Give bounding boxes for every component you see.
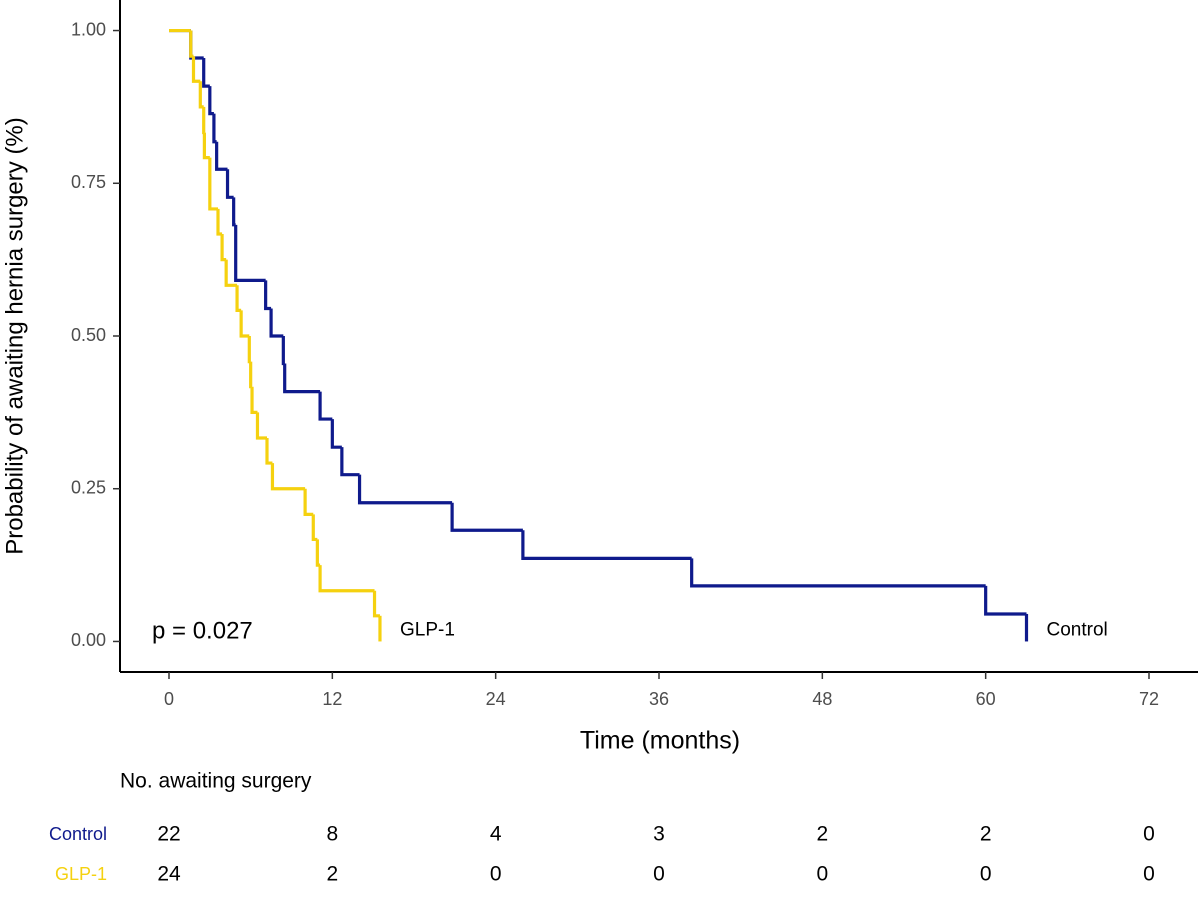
survival-step bbox=[225, 169, 234, 199]
survival-step bbox=[318, 391, 333, 421]
risk-count: 0 bbox=[980, 863, 992, 886]
risk-count: 2 bbox=[816, 823, 828, 846]
risk-table-title: No. awaiting surgery bbox=[120, 770, 312, 793]
survival-step bbox=[450, 502, 523, 532]
survival-step bbox=[372, 590, 380, 618]
x-tick-label: 24 bbox=[486, 689, 506, 709]
survival-step bbox=[189, 30, 194, 58]
survival-step bbox=[189, 30, 204, 60]
survival-step bbox=[202, 106, 206, 135]
risk-count: 2 bbox=[326, 863, 338, 886]
survival-step bbox=[315, 539, 321, 567]
x-axis-title: Time (months) bbox=[580, 727, 740, 755]
x-tick-label: 72 bbox=[1139, 689, 1159, 709]
x-tick-label: 0 bbox=[164, 689, 174, 709]
survival-step bbox=[265, 438, 273, 465]
risk-count: 0 bbox=[490, 863, 502, 886]
survival-step bbox=[340, 447, 360, 477]
survival-step bbox=[690, 558, 986, 588]
survival-step bbox=[521, 530, 692, 560]
survival-step bbox=[984, 585, 1027, 616]
risk-count: 0 bbox=[1143, 823, 1155, 846]
p-value: p = 0.027 bbox=[152, 617, 253, 644]
survival-step bbox=[303, 488, 314, 516]
y-tick-label: 1.00 bbox=[71, 19, 106, 39]
survival-step bbox=[357, 474, 453, 505]
risk-count: 8 bbox=[326, 823, 338, 846]
survival-step bbox=[220, 233, 227, 262]
risk-count: 22 bbox=[157, 823, 180, 846]
series-label: Control bbox=[1047, 619, 1108, 640]
series-label: GLP-1 bbox=[400, 619, 455, 640]
survival-step bbox=[224, 259, 238, 287]
survival-step bbox=[216, 208, 223, 236]
survival-step bbox=[234, 224, 266, 283]
risk-row-label: Control bbox=[49, 824, 107, 844]
y-tick-label: 0.50 bbox=[71, 325, 106, 345]
survival-step bbox=[330, 419, 342, 449]
survival-step bbox=[208, 157, 218, 211]
survival-step bbox=[270, 463, 306, 491]
survival-step bbox=[311, 514, 318, 542]
survival-step bbox=[281, 336, 285, 366]
x-tick-label: 60 bbox=[976, 689, 996, 709]
survival-step bbox=[191, 56, 201, 83]
survival-step bbox=[255, 412, 267, 440]
survival-step bbox=[247, 336, 251, 364]
survival-step bbox=[264, 280, 272, 311]
risk-count: 4 bbox=[490, 823, 502, 846]
survival-step bbox=[249, 361, 253, 389]
survival-step bbox=[198, 81, 204, 109]
survival-step bbox=[318, 565, 375, 593]
survival-step bbox=[202, 132, 210, 160]
survival-step bbox=[232, 197, 236, 227]
y-axis-title: Probability of awaiting hernia surgery (… bbox=[1, 117, 28, 555]
survival-step bbox=[269, 308, 284, 338]
survival-step bbox=[250, 386, 258, 414]
survival-step bbox=[202, 58, 210, 88]
risk-count: 0 bbox=[653, 863, 665, 886]
survival-step bbox=[212, 113, 217, 144]
risk-count: 3 bbox=[653, 823, 665, 846]
x-tick-label: 12 bbox=[322, 689, 342, 709]
survival-step bbox=[239, 310, 250, 338]
survival-step bbox=[283, 363, 321, 394]
risk-count: 2 bbox=[980, 823, 992, 846]
risk-row-label: GLP-1 bbox=[55, 864, 107, 884]
survival-step bbox=[208, 86, 214, 116]
risk-count: 0 bbox=[816, 863, 828, 886]
y-tick-label: 0.00 bbox=[71, 630, 106, 650]
x-tick-label: 48 bbox=[812, 689, 832, 709]
survival-step bbox=[235, 285, 242, 312]
risk-count: 24 bbox=[157, 863, 181, 886]
x-tick-label: 36 bbox=[649, 689, 669, 709]
survival-step bbox=[215, 141, 228, 171]
risk-count: 0 bbox=[1143, 863, 1155, 886]
y-tick-label: 0.75 bbox=[71, 172, 106, 192]
y-tick-label: 0.25 bbox=[71, 477, 106, 497]
